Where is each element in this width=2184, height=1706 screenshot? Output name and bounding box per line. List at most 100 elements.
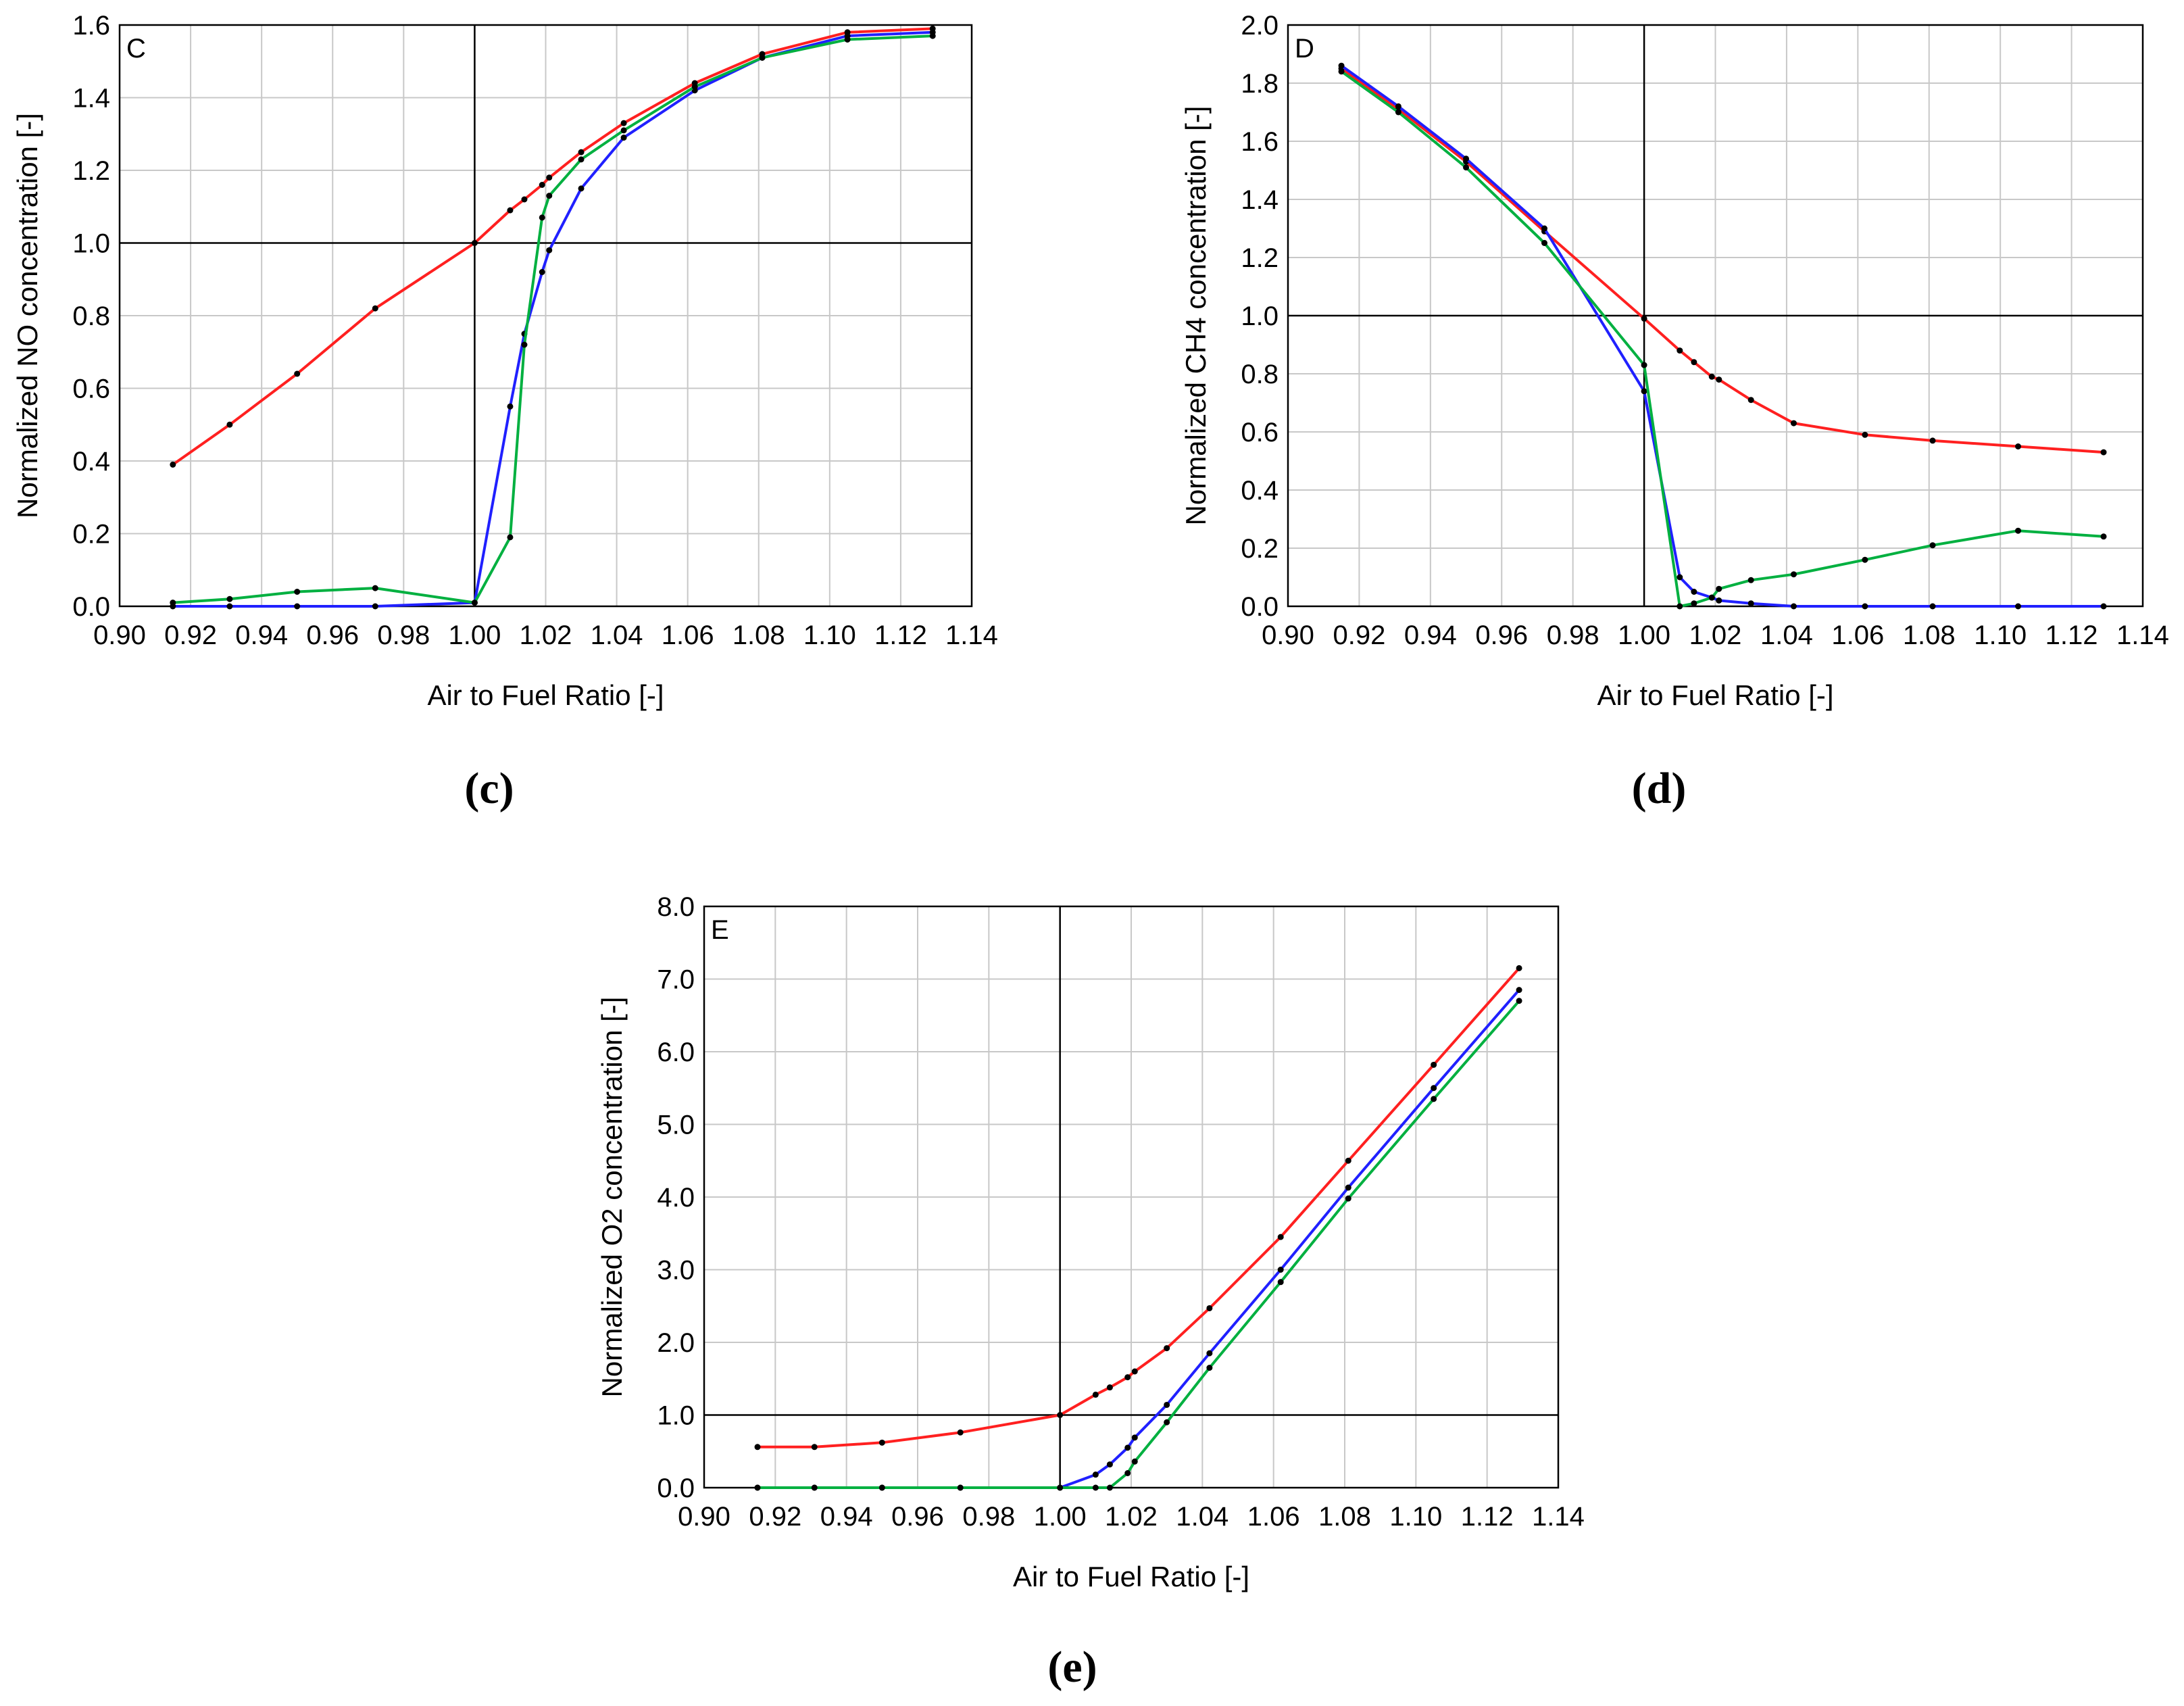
x-tick-label: 1.14	[945, 620, 998, 650]
data-point-blue	[1641, 388, 1647, 395]
y-tick-label: 1.0	[1241, 301, 1279, 331]
y-tick-label: 1.0	[72, 229, 110, 259]
x-tick-label: 0.94	[820, 1502, 873, 1532]
data-point-blue	[539, 269, 545, 275]
data-point-green	[1747, 577, 1754, 583]
data-point-green	[1541, 240, 1547, 246]
panel-caption: (e)	[1047, 1642, 1097, 1692]
data-point-red	[521, 196, 528, 203]
data-point-red	[471, 240, 478, 246]
y-tick-label: 0.2	[72, 520, 110, 550]
panel-d-ch4-concentration: 0.90 0.92 0.94 0.96 0.98 1.00 1.02 1.04 1.06 1.08…	[1180, 11, 2169, 813]
y-tick-label: 1.4	[1241, 185, 1279, 215]
data-point-blue	[1691, 589, 1697, 595]
y-tick-label: 1.6	[1241, 127, 1279, 157]
data-point-red	[1929, 437, 1936, 444]
y-tick-label: 1.2	[1241, 243, 1279, 273]
panel-letter: E	[711, 915, 729, 945]
y-tick-label: 2.0	[657, 1328, 695, 1358]
data-point-green	[539, 214, 545, 221]
data-point-green	[691, 83, 698, 90]
data-point-green	[2100, 533, 2107, 540]
x-tick-label: 1.12	[1461, 1502, 1514, 1532]
data-point-red	[546, 174, 553, 181]
x-tick-label: 0.90	[1262, 620, 1314, 650]
y-tick-label: 0.2	[1241, 534, 1279, 564]
y-tick-label: 1.8	[1241, 69, 1279, 99]
y-tick-label: 0.6	[1241, 418, 1279, 447]
data-point-blue	[1463, 155, 1470, 162]
data-point-green	[1708, 594, 1715, 601]
data-point-red	[1641, 315, 1647, 322]
data-point-green	[1092, 1484, 1099, 1491]
x-tick-label: 1.10	[1389, 1502, 1442, 1532]
y-axis-label: Normalized NO concentration [-]	[11, 113, 43, 518]
data-point-green	[1862, 556, 1868, 563]
data-point-red	[1345, 1157, 1351, 1164]
data-point-red	[1677, 347, 1683, 354]
data-point-blue	[2015, 603, 2022, 610]
x-tick-label: 1.00	[448, 620, 501, 650]
y-tick-label: 5.0	[657, 1111, 695, 1140]
data-point-blue	[1541, 225, 1547, 232]
y-tick-label: 7.0	[657, 965, 695, 995]
data-point-green	[929, 32, 936, 39]
data-point-red	[1516, 965, 1522, 971]
x-tick-label: 1.02	[1689, 620, 1742, 650]
data-point-blue	[1164, 1401, 1170, 1408]
data-point-red	[226, 421, 233, 428]
data-point-green	[170, 600, 176, 606]
panel-caption: (d)	[1632, 764, 1687, 813]
data-point-blue	[1431, 1085, 1437, 1092]
data-point-blue	[1092, 1471, 1099, 1478]
data-point-red	[1862, 431, 1868, 438]
data-point-green	[546, 193, 553, 199]
x-axis-label: Air to Fuel Ratio [-]	[1013, 1561, 1249, 1592]
data-point-blue	[620, 135, 627, 141]
data-point-green	[471, 600, 478, 606]
x-tick-label: 0.94	[1404, 620, 1457, 650]
data-point-green	[1395, 109, 1401, 116]
data-point-blue	[1124, 1444, 1131, 1451]
data-point-blue	[1747, 600, 1754, 607]
data-point-red	[2100, 449, 2107, 456]
data-point-red	[294, 370, 301, 377]
y-tick-label: 0.0	[657, 1473, 695, 1503]
data-point-red	[578, 149, 585, 155]
x-tick-label: 1.14	[2116, 620, 2169, 650]
data-point-green	[1277, 1279, 1284, 1286]
data-point-blue	[1790, 603, 1797, 610]
x-tick-label: 1.06	[1247, 1502, 1300, 1532]
data-point-blue	[1277, 1267, 1284, 1273]
data-point-green	[1106, 1484, 1113, 1491]
data-point-red	[878, 1439, 885, 1446]
x-axis-label: Air to Fuel Ratio [-]	[427, 679, 664, 711]
data-point-green	[759, 54, 766, 61]
y-tick-label: 0.0	[72, 592, 110, 622]
data-point-red	[2015, 443, 2022, 449]
y-tick-label: 8.0	[657, 892, 695, 922]
plot-frame	[703, 905, 1560, 1489]
data-point-green	[1206, 1365, 1213, 1371]
x-tick-label: 1.10	[1974, 620, 2027, 650]
x-tick-label: 1.06	[1831, 620, 1884, 650]
data-point-blue	[1516, 987, 1522, 994]
x-tick-label: 0.90	[93, 620, 146, 650]
data-point-blue	[1131, 1434, 1138, 1441]
data-point-red	[1716, 376, 1722, 383]
data-point-red	[1124, 1374, 1131, 1381]
x-tick-label: 1.10	[803, 620, 856, 650]
plot-frame	[118, 24, 973, 608]
y-tick-label: 0.8	[1241, 360, 1279, 389]
data-point-red	[1431, 1061, 1437, 1068]
y-tick-label: 2.0	[1241, 11, 1279, 41]
data-point-blue	[578, 185, 585, 192]
data-point-blue	[1862, 603, 1868, 610]
x-tick-label: 1.04	[1176, 1502, 1228, 1532]
data-point-green	[372, 585, 378, 591]
data-point-red	[539, 182, 545, 188]
y-tick-label: 0.4	[72, 447, 110, 477]
y-tick-label: 0.4	[1241, 476, 1279, 506]
data-point-blue	[546, 247, 553, 253]
data-point-red	[1057, 1412, 1064, 1418]
